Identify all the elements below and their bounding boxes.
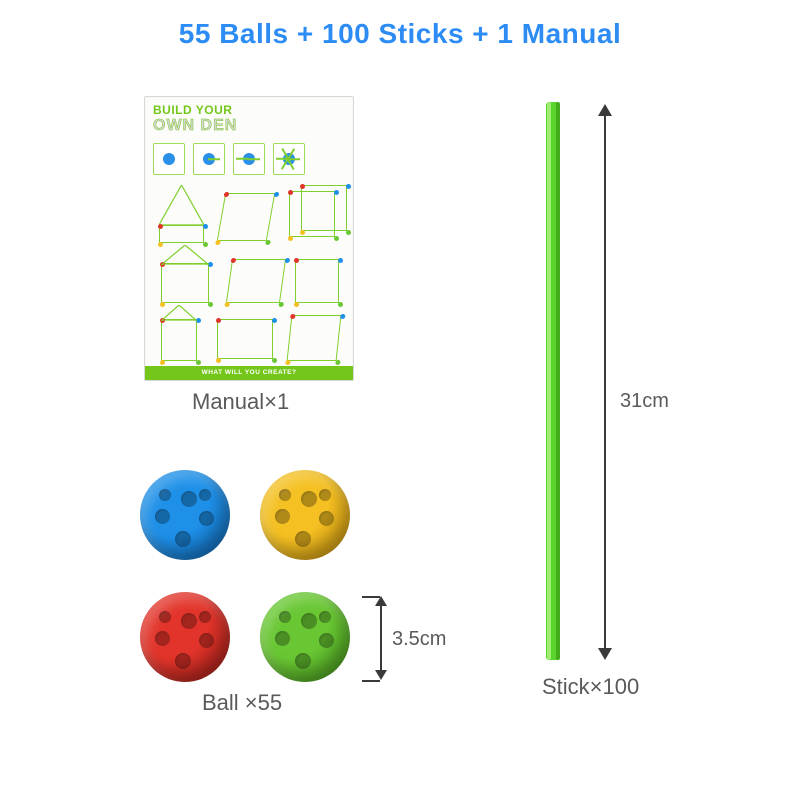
- mini-spoke-icon: [288, 158, 300, 160]
- manual-step-row: [153, 143, 345, 175]
- manual-step-3: [233, 143, 265, 175]
- dimension-label-ball: 3.5cm: [392, 628, 446, 651]
- arrow-down-icon: [598, 648, 612, 660]
- manual-step-2: [193, 143, 225, 175]
- ball-label: Ball ×55: [202, 690, 282, 716]
- arrow-up-icon: [375, 596, 387, 606]
- mini-spoke-icon: [208, 158, 220, 160]
- ball-yellow: [260, 470, 350, 560]
- arrow-up-icon: [598, 104, 612, 116]
- manual-step-4: [273, 143, 305, 175]
- page-title: 55 Balls + 100 Sticks + 1 Manual: [0, 18, 800, 50]
- manual-shapes: [153, 185, 345, 365]
- dimension-line-stick: [604, 114, 606, 650]
- mini-ball-icon: [163, 153, 175, 165]
- mini-spoke-icon: [236, 158, 248, 160]
- dimension-cap: [362, 596, 380, 598]
- arrow-down-icon: [375, 670, 387, 680]
- mini-spoke-icon: [248, 158, 260, 160]
- manual-label: Manual×1: [192, 389, 289, 415]
- dimension-label-stick: 31cm: [620, 390, 669, 413]
- stick: [546, 102, 560, 660]
- manual-footer: WHAT WILL YOU CREATE?: [145, 366, 353, 380]
- manual-title-line1: BUILD YOUR: [153, 103, 345, 117]
- stick-highlight: [547, 102, 551, 660]
- dimension-line-ball: [380, 604, 382, 672]
- manual-step-1: [153, 143, 185, 175]
- stick-shadow: [556, 102, 560, 660]
- manual-card: BUILD YOUR OWN DEN WHAT WILL YOU CREATE?: [144, 96, 354, 381]
- ball-green: [260, 592, 350, 682]
- manual-title-line2: OWN DEN: [153, 117, 345, 135]
- ball-red: [140, 592, 230, 682]
- dimension-cap: [362, 680, 380, 682]
- stick-label: Stick×100: [542, 674, 639, 700]
- ball-blue: [140, 470, 230, 560]
